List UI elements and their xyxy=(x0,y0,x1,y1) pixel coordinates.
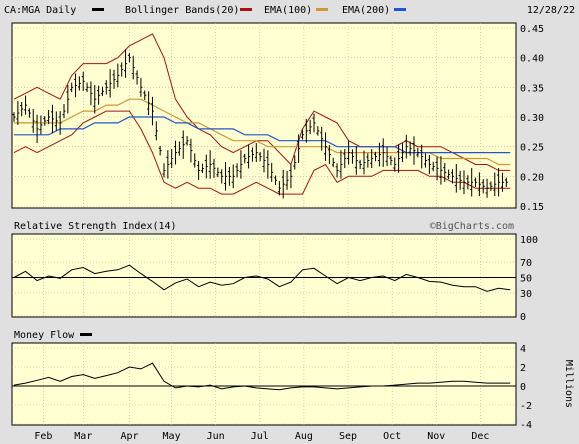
x-tick-label: Nov xyxy=(427,431,445,442)
y-tick-label: 30 xyxy=(520,289,532,300)
rsi-line xyxy=(12,264,516,292)
price-panel xyxy=(11,22,517,209)
y-tick-label: 0.30 xyxy=(520,113,544,124)
money-flow-unit-label: Millions xyxy=(563,360,574,408)
watermark-text: ©BigCharts.com xyxy=(430,221,514,232)
chart-date: 12/28/22 xyxy=(527,5,575,16)
money-flow-panel xyxy=(11,342,517,426)
price-bars xyxy=(12,49,508,199)
x-tick-label: Aug xyxy=(295,431,313,442)
bollinger-legend-swatch xyxy=(240,8,252,11)
x-tick-label: Oct xyxy=(383,431,401,442)
price-y-axis: 0.45 0.40 0.35 0.30 0.25 0.20 0.15 xyxy=(520,24,544,213)
money-flow-series-line xyxy=(13,362,511,391)
rsi-y-axis: 100 70 50 30 0 xyxy=(520,235,538,323)
x-tick-label: Apr xyxy=(121,431,139,442)
x-tick-label: Mar xyxy=(74,431,92,442)
y-tick-label: 0.45 xyxy=(520,24,544,35)
ema200-legend-label: EMA(200) xyxy=(342,5,390,16)
money-flow-line xyxy=(12,362,516,391)
ema100-legend-swatch xyxy=(316,8,328,11)
rsi-series-line xyxy=(13,264,511,292)
y-tick-label: -2 xyxy=(520,401,532,412)
y-tick-label: 70 xyxy=(520,258,532,269)
y-tick-label: 0 xyxy=(520,382,526,393)
money-flow-panel-title: Money Flow xyxy=(14,330,75,341)
x-axis: Feb Mar Apr May Jun Jul Aug Sep Oct Nov Dec xyxy=(34,431,489,442)
ema200-legend-swatch xyxy=(394,8,406,11)
x-tick-label: Feb xyxy=(34,431,52,442)
x-tick-label: Jun xyxy=(207,431,225,442)
bollinger-lower-line xyxy=(13,110,511,195)
chart-header: CA:MGA Daily Bollinger Bands(20) EMA(100… xyxy=(4,5,575,16)
y-tick-label: 100 xyxy=(520,235,538,246)
y-tick-label: 0 xyxy=(520,312,526,323)
x-tick-label: Jul xyxy=(251,431,269,442)
x-tick-label: Sep xyxy=(339,431,357,442)
y-tick-label: 0.25 xyxy=(520,143,544,154)
ema-lines xyxy=(14,98,511,166)
money-flow-legend-swatch xyxy=(80,333,92,336)
y-tick-label: 0.40 xyxy=(520,54,544,65)
y-tick-label: 0.35 xyxy=(520,83,544,94)
y-tick-label: 0.15 xyxy=(520,202,544,213)
ema200-line xyxy=(14,116,511,154)
y-tick-label: 0.20 xyxy=(520,172,544,183)
price-legend-swatch xyxy=(92,8,104,11)
rsi-panel-title: Relative Strength Index(14) xyxy=(14,221,177,232)
bollinger-bands xyxy=(13,33,511,195)
rsi-panel xyxy=(11,233,517,318)
x-tick-label: Dec xyxy=(471,431,489,442)
y-tick-label: -4 xyxy=(520,420,532,431)
y-tick-label: 4 xyxy=(520,344,526,355)
symbol-label: CA:MGA Daily xyxy=(4,5,76,16)
bollinger-upper-line xyxy=(13,33,511,171)
y-tick-label: 2 xyxy=(520,363,526,374)
y-tick-label: 50 xyxy=(520,274,532,285)
bollinger-legend-label: Bollinger Bands(20) xyxy=(125,5,239,16)
money-flow-y-axis: 4 2 0 -2 -4 xyxy=(520,344,532,431)
x-tick-label: May xyxy=(163,431,181,442)
rsi-gridlines xyxy=(12,234,516,317)
ema100-legend-label: EMA(100) xyxy=(264,5,312,16)
